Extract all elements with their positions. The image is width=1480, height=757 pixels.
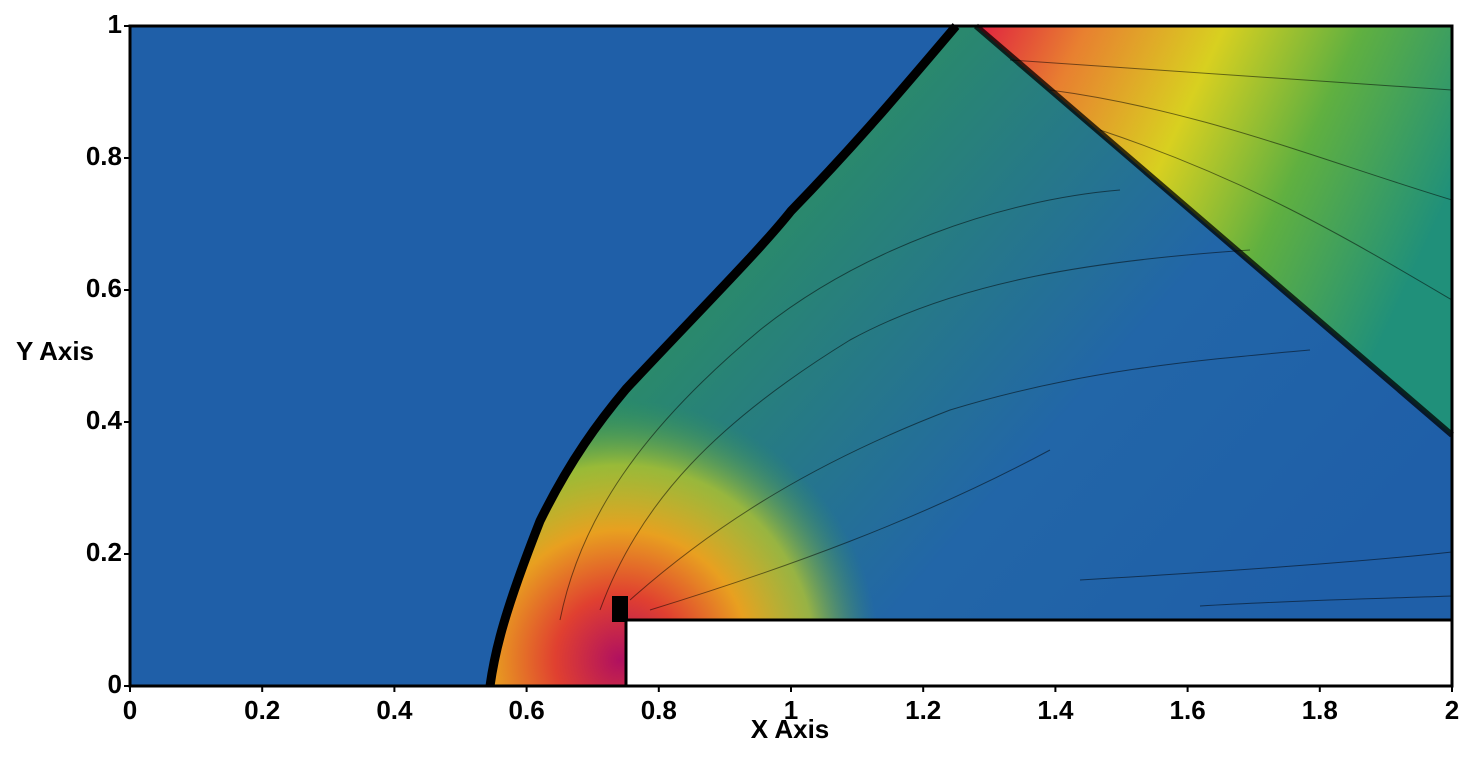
y-tick-label: 0.8 xyxy=(86,141,122,171)
x-tick-label: 1.8 xyxy=(1302,695,1338,725)
x-tick-label: 2 xyxy=(1445,695,1459,725)
x-axis-label: X Axis xyxy=(751,714,830,744)
x-tick-label: 1.2 xyxy=(905,695,941,725)
x-tick-label: 1 xyxy=(784,695,798,725)
x-tick-label: 1.4 xyxy=(1037,695,1074,725)
y-tick-label: 1 xyxy=(108,9,122,39)
reflected-shock xyxy=(974,23,1454,438)
x-tick-label: 0.2 xyxy=(244,695,280,725)
x-tick-label: 0.4 xyxy=(376,695,413,725)
x-tick-label: 0.6 xyxy=(509,695,545,725)
x-tick-label: 0 xyxy=(123,695,137,725)
bow-shock xyxy=(485,23,960,687)
x-tick-label: 0.8 xyxy=(641,695,677,725)
y-tick-label: 0 xyxy=(108,669,122,699)
step-corner xyxy=(612,596,628,622)
y-tick-label: 0.2 xyxy=(86,537,122,567)
step xyxy=(624,618,1454,688)
x-tick-label: 1.6 xyxy=(1170,695,1206,725)
y-tick-label: 0.4 xyxy=(86,405,123,435)
contour-lines xyxy=(559,59,1453,621)
y-axis-label: Y Axis xyxy=(16,336,94,366)
y-tick-label: 0.6 xyxy=(86,273,122,303)
